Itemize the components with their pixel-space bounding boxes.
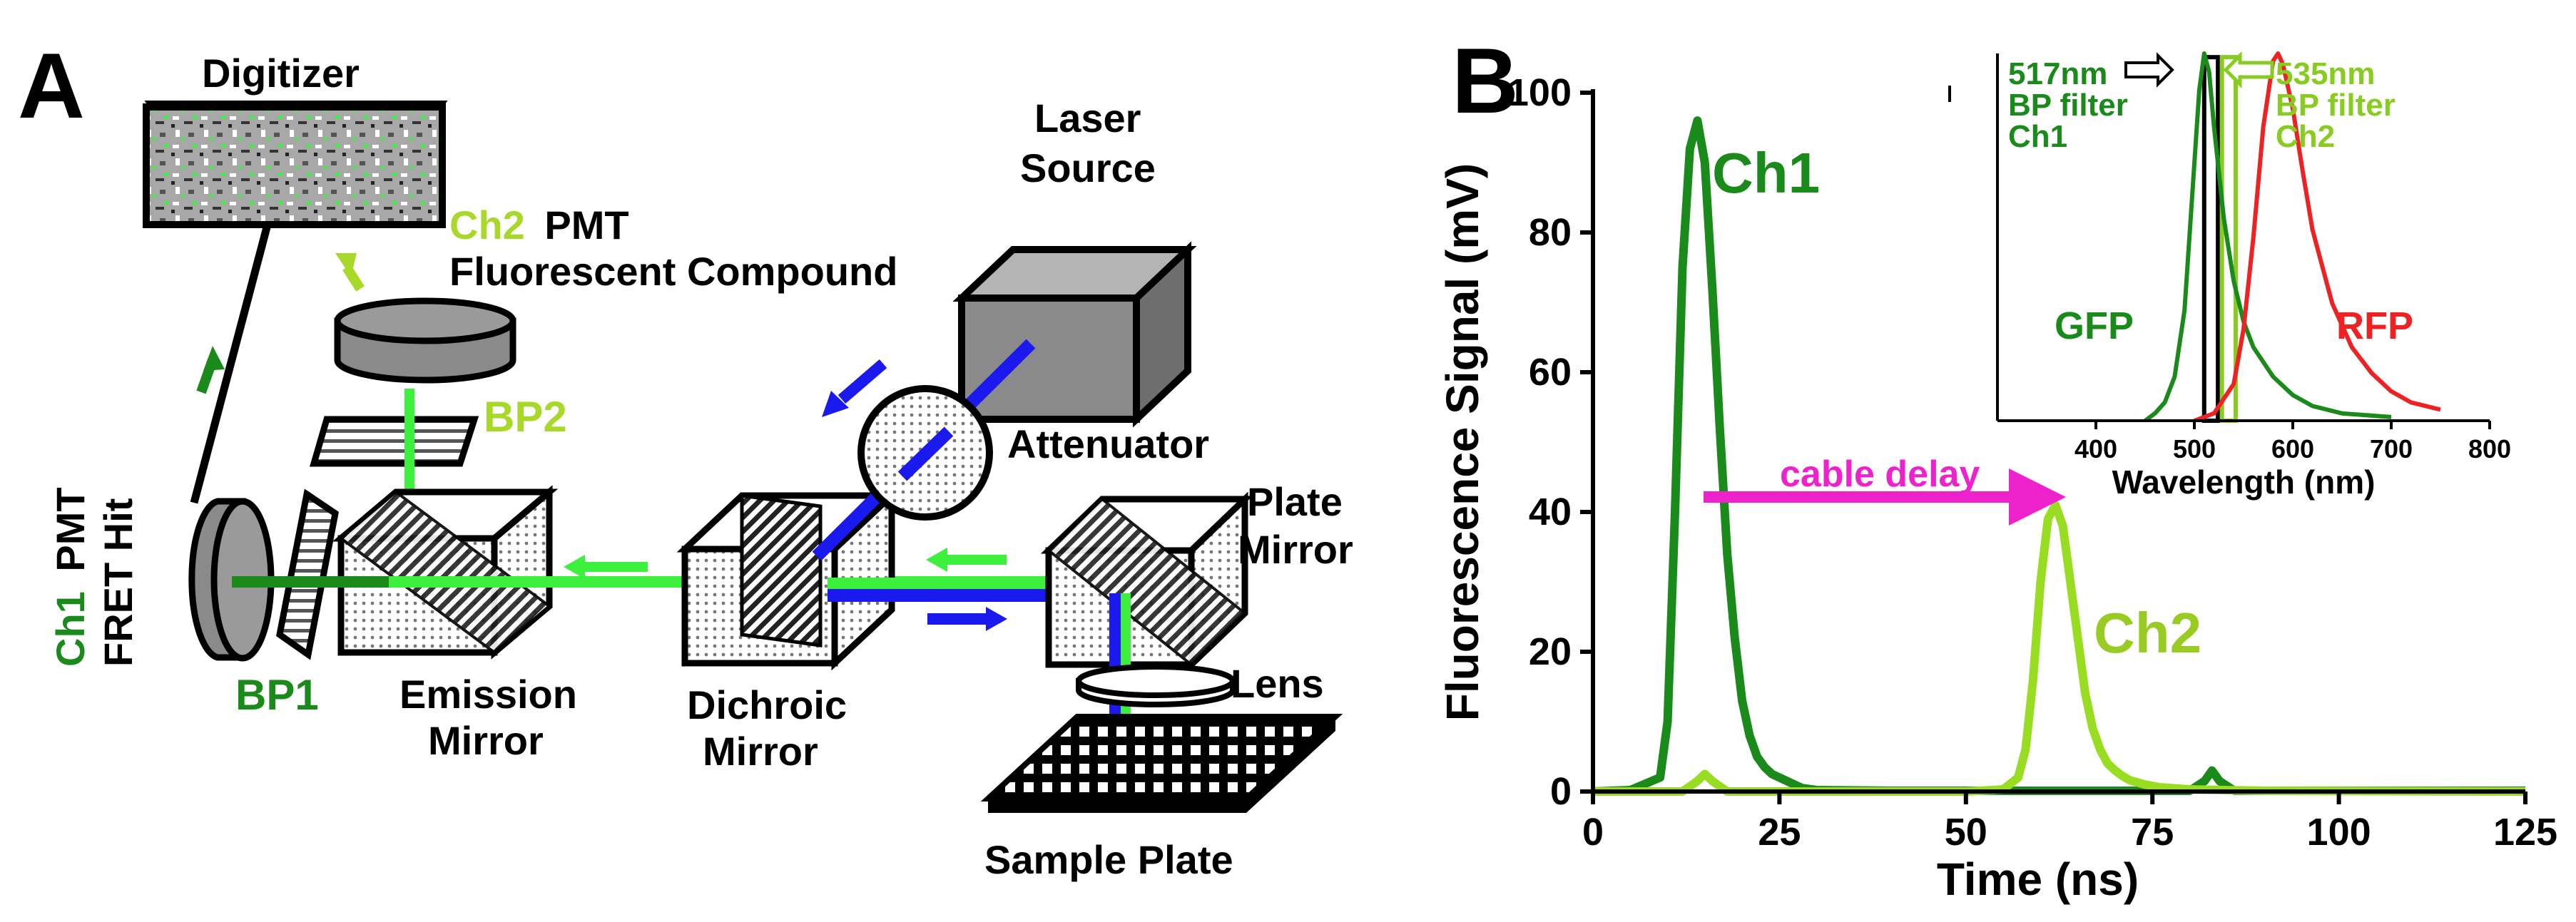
filter2-label-2: BP filter: [2276, 88, 2396, 123]
digitizer-label: Digitizer: [202, 51, 360, 96]
dichroic-mirror-label-2: Mirror: [703, 729, 818, 774]
y-tick-label: 0: [1550, 770, 1572, 813]
cable-line: [190, 223, 272, 504]
plate-mirror-label-1: Plate: [1247, 479, 1343, 524]
bp1-label: BP1: [235, 671, 319, 719]
series-line-rfp: [2193, 51, 2441, 423]
inset-x-tick-label: 700: [2370, 434, 2413, 463]
ch1-arrow: [196, 346, 225, 394]
y-tick-label: 40: [1529, 491, 1572, 533]
filter1-label-1: 517nm: [2008, 56, 2107, 91]
dichroic-mirror-label-1: Dichroic: [687, 682, 847, 727]
y-tick-label: 100: [1507, 71, 1572, 114]
panel-b-letter: B: [1452, 29, 1519, 133]
svg-text:517nm BP filter: 517nm BP filter Ch1: [2008, 56, 2137, 154]
inset-plot: 400 500 600 700 800 Wavelength (nm) 517nm BP…: [1948, 51, 2511, 501]
ch2-annotation: Ch2: [2094, 601, 2201, 665]
panel-a: A Digitizer Ch2 PMT Fluorescent Compound: [18, 34, 1353, 882]
inset-x-tick-label: 800: [2468, 434, 2511, 463]
x-tick-label: 100: [2307, 811, 2371, 854]
ch1-pmt-rest: PMT: [48, 487, 93, 571]
laser-arrow-down-left: [822, 359, 887, 417]
y-tick-label: 60: [1529, 351, 1572, 394]
ch1-annotation: Ch1: [1712, 141, 1820, 205]
lens-label: Lens: [1231, 661, 1324, 706]
laser-source-box: [952, 241, 1197, 428]
main-plot: cable delay Ch1 Ch2 0 20 40 60 80 100 0 25 50 75 1…: [1437, 71, 2557, 905]
attenuator-label: Attenuator: [1007, 421, 1209, 466]
svg-text:Ch1 PMT: Ch1 PMT: [48, 487, 93, 667]
fret-hit-label: FRET Hit: [96, 498, 141, 667]
main-y-axis-label: Fluorescence Signal (mV): [1437, 163, 1488, 721]
inset-x-tick-label: 500: [2173, 434, 2216, 463]
rfp-label: RFP: [2336, 304, 2413, 347]
x-tick-label: 125: [2493, 811, 2557, 854]
lens: [1076, 664, 1236, 707]
y-tick-label: 20: [1529, 630, 1572, 673]
panel-b: B cable delay Ch1 Ch2 0 20 40 60 80 100 0 25 50 7…: [1437, 29, 2557, 905]
svg-text:Ch2 PMT: Ch2 PMT: [449, 203, 629, 247]
beam-blue-right: [828, 589, 1063, 602]
inset-x-tick-label: 400: [2074, 434, 2117, 463]
filter1-label-3: Ch1: [2008, 119, 2067, 154]
x-tick-label: 0: [1582, 811, 1604, 854]
ch2-pmt-rest: PMT: [544, 203, 628, 247]
bp2-filter: BP2: [310, 393, 567, 467]
plate-mirror-label-2: Mirror: [1238, 527, 1353, 572]
emission-mirror-cube: [332, 485, 559, 660]
cable-delay-label: cable delay: [1780, 454, 1980, 495]
panel-a-letter: A: [18, 34, 85, 138]
series-line-ch1: [1592, 116, 2525, 796]
plate-mirror-cube: [1040, 491, 1253, 672]
ch2-pmt-channel: Ch2: [449, 203, 525, 247]
inset-x-axis-label: Wavelength (nm): [2112, 463, 2376, 501]
svg-text:535nm BP filter: 535nm BP filter Ch2: [2276, 56, 2404, 154]
filter1-label-2: BP filter: [2008, 88, 2128, 123]
green-arrow-left-2: [926, 548, 947, 572]
filter1-pointer-arrow: [2124, 52, 2174, 88]
series-line-gfp: [2144, 51, 2392, 423]
fluorescent-compound-label: Fluorescent Compound: [449, 249, 897, 294]
sample-plate: [980, 714, 1343, 813]
bp2-label: BP2: [484, 393, 567, 441]
gfp-label: GFP: [2055, 304, 2134, 347]
ch2-pmt: Ch2 PMT Fluorescent Compound: [334, 203, 897, 384]
x-tick-label: 25: [1758, 811, 1801, 854]
x-tick-label: 75: [2131, 811, 2174, 854]
beam-green-right: [828, 578, 1063, 589]
main-x-axis-label: Time (ns): [1937, 854, 2139, 905]
blue-arrow-right: [927, 613, 988, 625]
laser-source-label-2: Source: [1020, 145, 1156, 190]
laser-source-label-1: Laser: [1034, 96, 1141, 140]
digitizer-screen: [143, 103, 446, 228]
series-line-ch2: [1593, 501, 2526, 796]
sample-plate-label: Sample Plate: [984, 837, 1233, 882]
filter2-label-1: 535nm: [2276, 56, 2375, 91]
emission-beam-ch1: [232, 576, 389, 588]
x-tick-label: 50: [1945, 811, 1987, 854]
bp1-filter: BP1: [235, 488, 339, 719]
filter2-pointer-arrow: [2223, 51, 2274, 89]
ch1-pmt-channel: Ch1: [48, 591, 93, 667]
ch2-pmt-cylinder: [334, 297, 516, 384]
digitizer: Digitizer: [143, 51, 448, 504]
filter2-label-3: Ch2: [2276, 119, 2335, 154]
emission-mirror-label-1: Emission: [399, 672, 577, 717]
y-tick-label: 80: [1529, 211, 1572, 254]
emission-arrow-left: [564, 555, 585, 579]
inset-x-tick-label: 600: [2271, 434, 2314, 463]
emission-mirror-label-2: Mirror: [428, 718, 544, 763]
